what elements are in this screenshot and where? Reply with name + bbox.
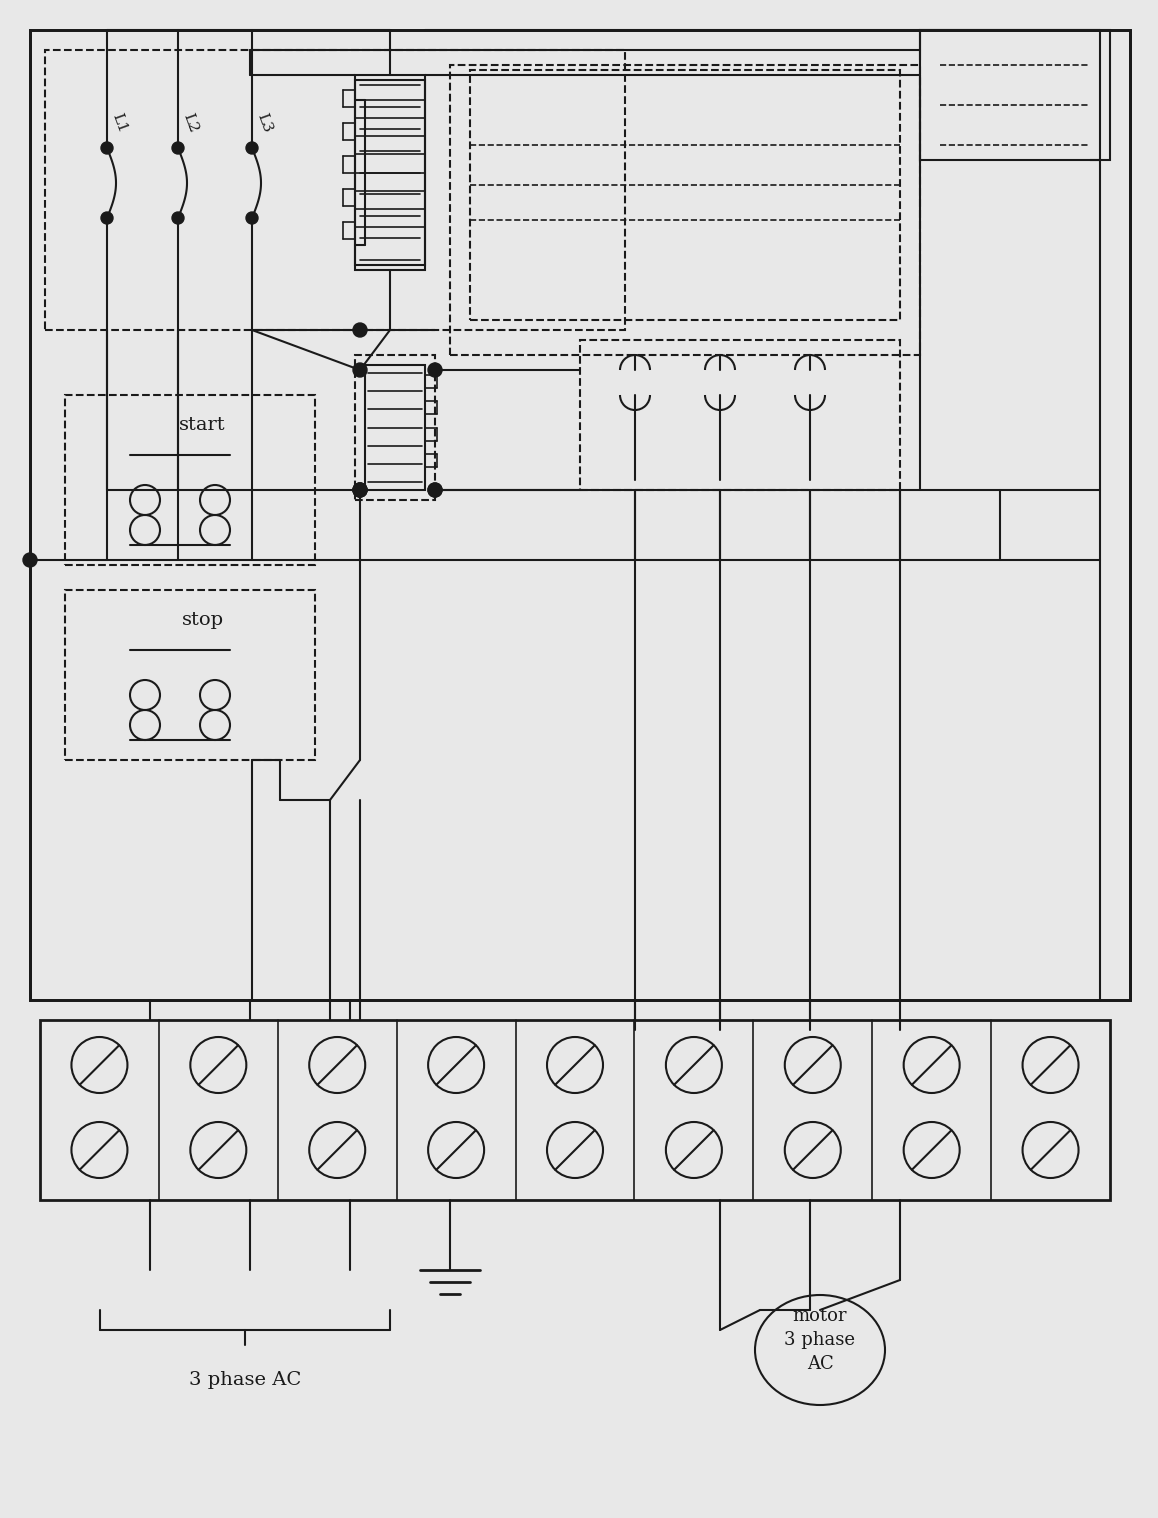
Text: stop: stop (182, 612, 223, 628)
Circle shape (353, 483, 367, 496)
Bar (65, 591, 315, 761)
Circle shape (23, 553, 37, 568)
Circle shape (353, 363, 367, 376)
Circle shape (173, 213, 184, 225)
Bar (580, 340, 900, 490)
Bar (30, 30, 1130, 1000)
Text: L1: L1 (109, 111, 129, 135)
Circle shape (353, 323, 367, 337)
Bar (65, 395, 315, 565)
Circle shape (245, 143, 258, 153)
Circle shape (428, 483, 442, 496)
Circle shape (353, 483, 367, 496)
Bar (41, 1020, 1111, 1201)
Bar (450, 65, 919, 355)
Bar (356, 74, 425, 270)
Bar (365, 364, 425, 490)
Bar (45, 50, 625, 329)
Text: motor
3 phase
AC: motor 3 phase AC (784, 1307, 856, 1372)
Bar (356, 355, 435, 499)
Circle shape (173, 143, 184, 153)
Text: L2: L2 (179, 111, 200, 135)
Text: L3: L3 (254, 111, 274, 135)
Circle shape (428, 363, 442, 376)
Text: 3 phase AC: 3 phase AC (189, 1371, 301, 1389)
Text: start: start (179, 416, 226, 434)
Bar (356, 80, 425, 266)
Bar (30, 30, 1130, 1000)
Circle shape (101, 213, 113, 225)
Circle shape (428, 483, 442, 496)
Bar (470, 70, 900, 320)
Circle shape (353, 483, 367, 496)
Circle shape (101, 143, 113, 153)
Bar (919, 30, 1111, 159)
Circle shape (245, 213, 258, 225)
